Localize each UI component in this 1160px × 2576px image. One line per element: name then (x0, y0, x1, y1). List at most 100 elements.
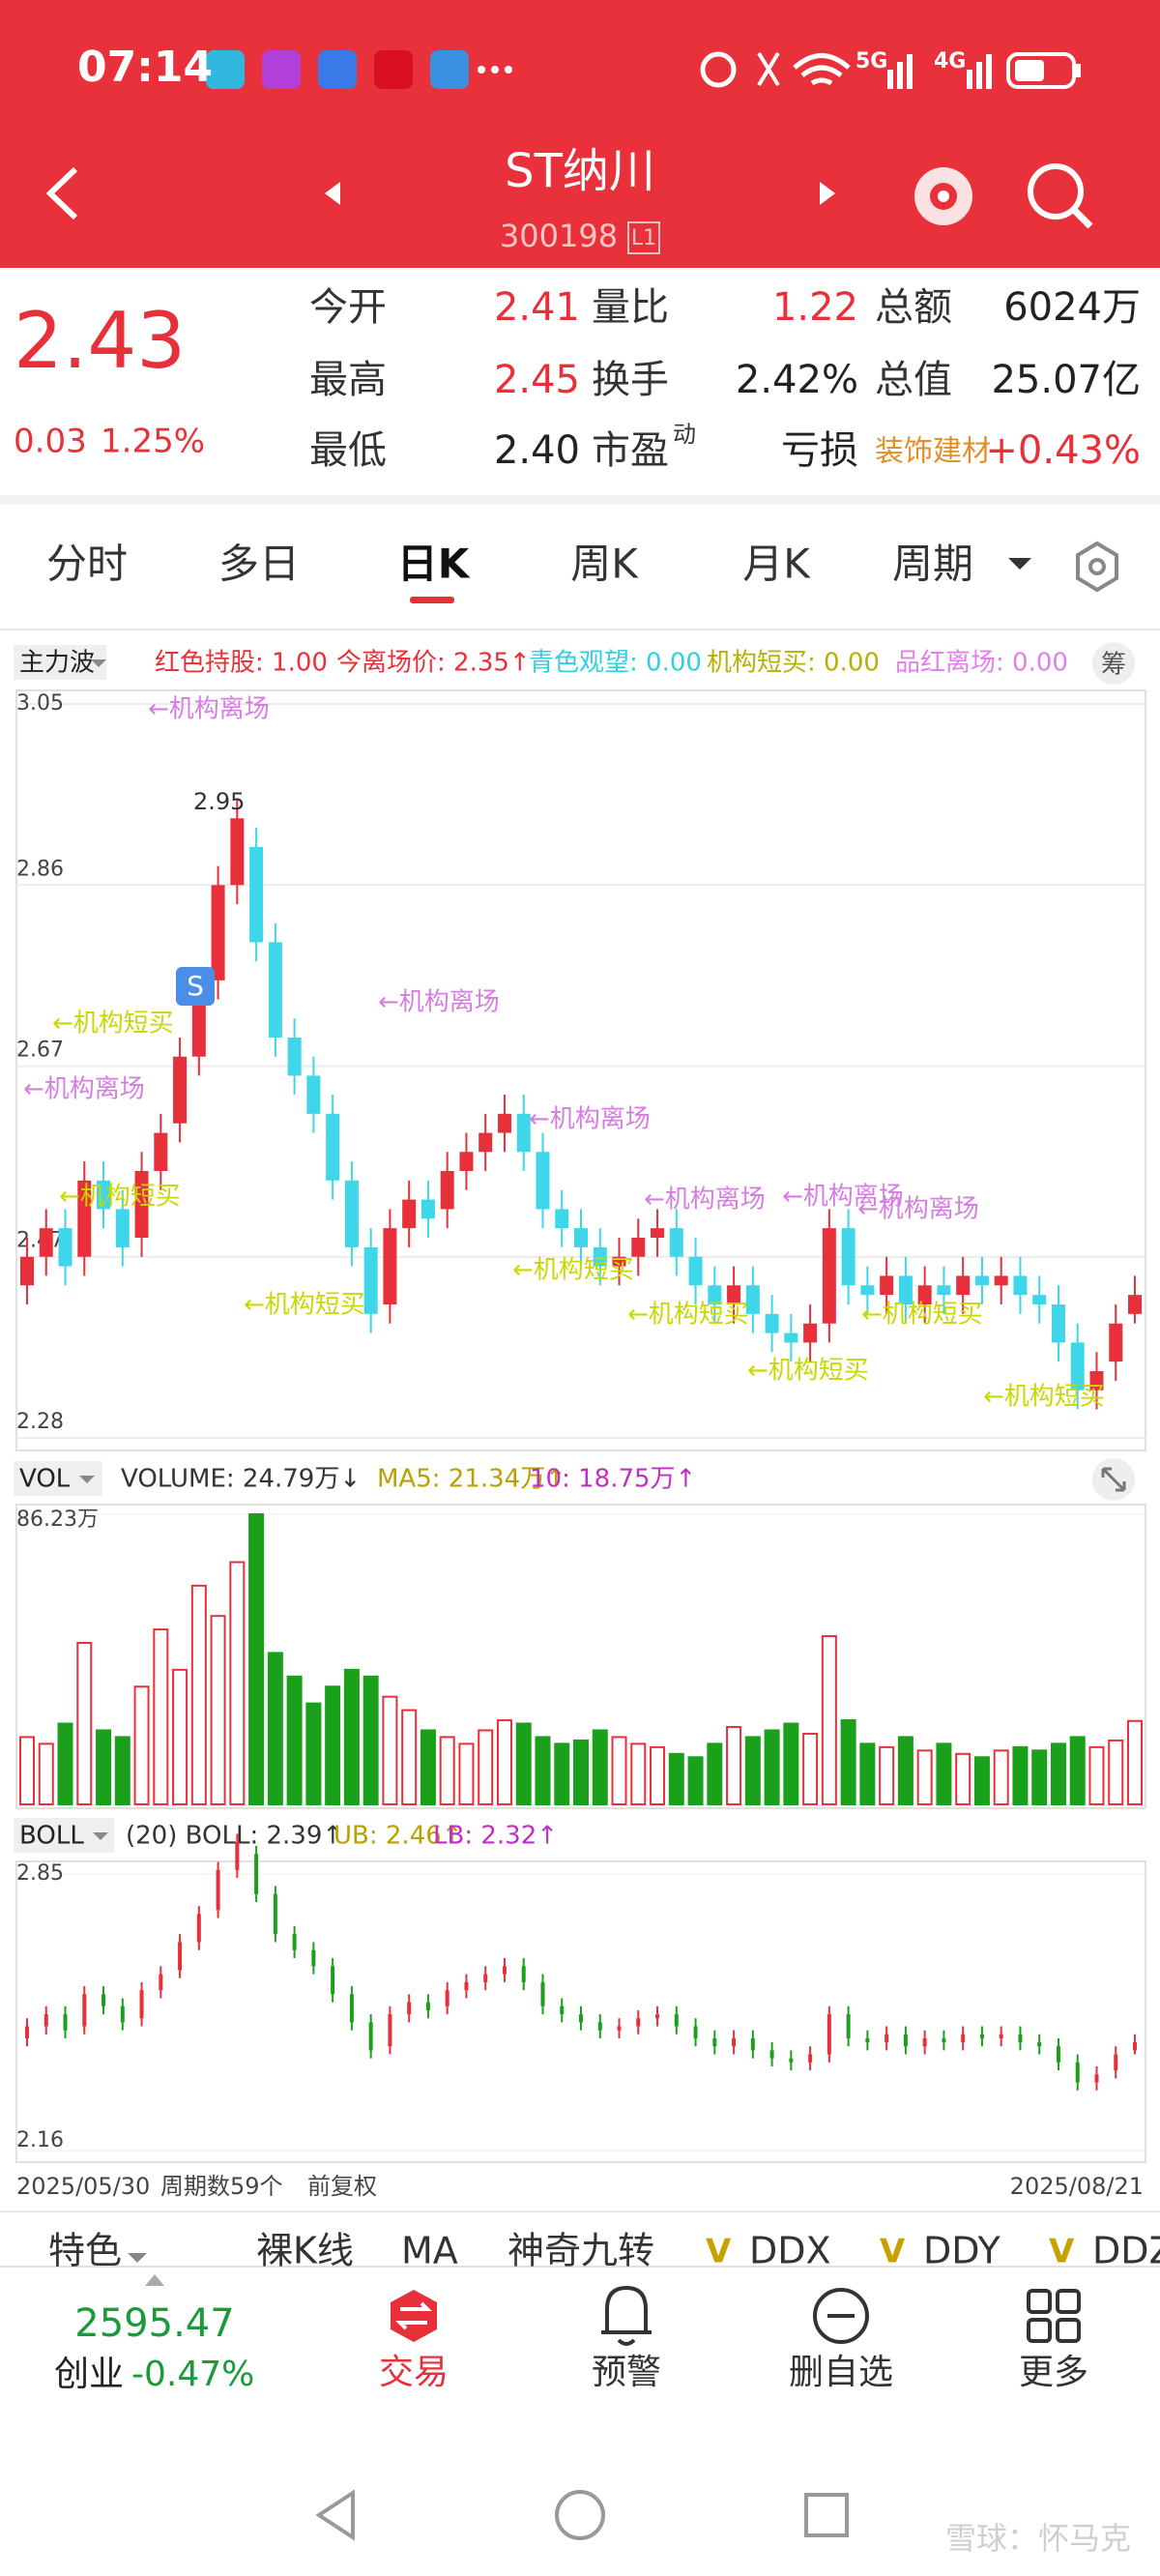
boll-item: UB: 2.46↑ (334, 1822, 463, 1851)
volume-bar (573, 1739, 589, 1805)
kline-frame (15, 689, 1146, 1451)
volume-frame (15, 1504, 1146, 1809)
volume-bar (362, 1675, 379, 1805)
candle-body (1032, 1295, 1047, 1304)
boll-candle-body (540, 1981, 545, 2006)
dropdown-arrow (93, 1832, 108, 1840)
boll-candle-body (464, 1981, 469, 1991)
boll-candle-body (82, 1994, 87, 2027)
vol-item: VOLUME: 24.79万↓ (121, 1465, 361, 1494)
settings-button[interactable] (1076, 541, 1118, 593)
chip-button[interactable] (1092, 642, 1135, 685)
volume-bar (993, 1749, 1009, 1806)
stock-title: ST纳川 (505, 144, 655, 198)
status-time: 07:14 (77, 43, 213, 92)
volume-bar (325, 1685, 341, 1806)
tab[interactable]: 分时 (46, 541, 128, 588)
y-tick-label: 3.05 (16, 691, 64, 716)
indicator-tab[interactable]: DDY (923, 2230, 1000, 2272)
boll-candle-body (521, 1966, 526, 1982)
trade-icon (391, 2290, 437, 2342)
candle-body (917, 1285, 932, 1304)
badge-box (627, 221, 660, 254)
nav-button[interactable]: 预警 (592, 2353, 661, 2392)
boll-candle-body (693, 2026, 698, 2038)
volume-bar (153, 1628, 169, 1806)
candle-body (249, 846, 264, 943)
candle-body (230, 818, 245, 886)
avatar-button[interactable] (914, 167, 972, 225)
tab[interactable]: 周K (570, 541, 639, 588)
candle-body (459, 1152, 474, 1171)
nav-home[interactable] (555, 2490, 605, 2540)
volume-bar (783, 1722, 799, 1805)
boll-candle-body (732, 2037, 737, 2047)
indicator-tab[interactable]: 特色 (48, 2230, 122, 2272)
boll-candle-body (159, 1974, 163, 1991)
indicator-box[interactable] (14, 645, 106, 680)
volume-bar (229, 1561, 246, 1805)
date-end: 2025/08/21 (1010, 2173, 1144, 2200)
boll-candle-body (979, 2034, 984, 2038)
status-net: 5G (856, 49, 887, 73)
boll-candle-body (1056, 2046, 1060, 2063)
annotation-buy: ←机构短买 (52, 1010, 174, 1039)
boll-candle-body (617, 2026, 622, 2031)
period-count: 周期数59个 (160, 2173, 283, 2200)
tab[interactable]: 月K (742, 541, 811, 588)
volume-bar (744, 1736, 761, 1806)
back-button[interactable] (45, 166, 78, 220)
boll-candle-body (579, 2014, 583, 2023)
tab[interactable]: 周期 (892, 541, 973, 588)
volume-bar (420, 1729, 436, 1806)
candle-body (191, 989, 206, 1057)
boll-candle-body (961, 2034, 966, 2043)
nav-button[interactable]: 更多 (1019, 2353, 1088, 2392)
candle-body (937, 1285, 951, 1296)
candle-body (173, 1056, 188, 1124)
candle-body (326, 1113, 340, 1181)
boll-candle-body (1133, 2042, 1137, 2051)
volume-bar (611, 1736, 627, 1806)
next-stock[interactable] (820, 182, 835, 205)
indicator-tab[interactable]: 神奇九转 (508, 2230, 654, 2272)
boll-candle-body (44, 2014, 48, 2027)
volume-bar (879, 1745, 895, 1805)
volume-bar (668, 1752, 684, 1805)
nav-button[interactable]: 删自选 (789, 2353, 893, 2392)
volume-bar (554, 1742, 570, 1806)
candle-body (956, 1275, 971, 1296)
settings-dot (1088, 558, 1106, 575)
volume-bar (1127, 1719, 1143, 1805)
candle-body (765, 1313, 779, 1333)
boll-frame (15, 1860, 1146, 2163)
adjust-mode: 前复权 (307, 2173, 377, 2200)
volume-bar (401, 1709, 418, 1805)
nav-button[interactable]: 交易 (379, 2353, 449, 2392)
y-tick-label: 2.67 (16, 1039, 64, 1063)
indicator-tab[interactable]: DDZ (1092, 2230, 1160, 2272)
prev-stock[interactable] (325, 182, 340, 205)
volume-bar (305, 1702, 322, 1805)
indicator-tab[interactable]: MA (401, 2230, 458, 2272)
boll-candle-body (483, 1974, 488, 1982)
volume-bar (955, 1752, 972, 1805)
candle-body (784, 1332, 798, 1343)
alert-icon (601, 2285, 652, 2346)
tab[interactable]: 日K (397, 541, 471, 588)
nav-recent[interactable] (804, 2493, 849, 2537)
indicator-tab[interactable]: DDX (749, 2230, 831, 2272)
candle-body (58, 1228, 72, 1267)
volume-bar (973, 1756, 990, 1806)
tab[interactable]: 多日 (218, 541, 300, 588)
volume-bar (286, 1675, 303, 1805)
remove-icon (813, 2288, 869, 2344)
volume-bar (458, 1742, 475, 1806)
search-button[interactable] (1028, 163, 1093, 229)
volume-bar (267, 1652, 283, 1806)
nav-back[interactable] (315, 2489, 355, 2541)
volume-bar (76, 1642, 93, 1805)
indicator-tab[interactable]: 裸K线 (256, 2230, 354, 2272)
boll-candle-body (1037, 2042, 1042, 2047)
candle-body (974, 1275, 989, 1286)
